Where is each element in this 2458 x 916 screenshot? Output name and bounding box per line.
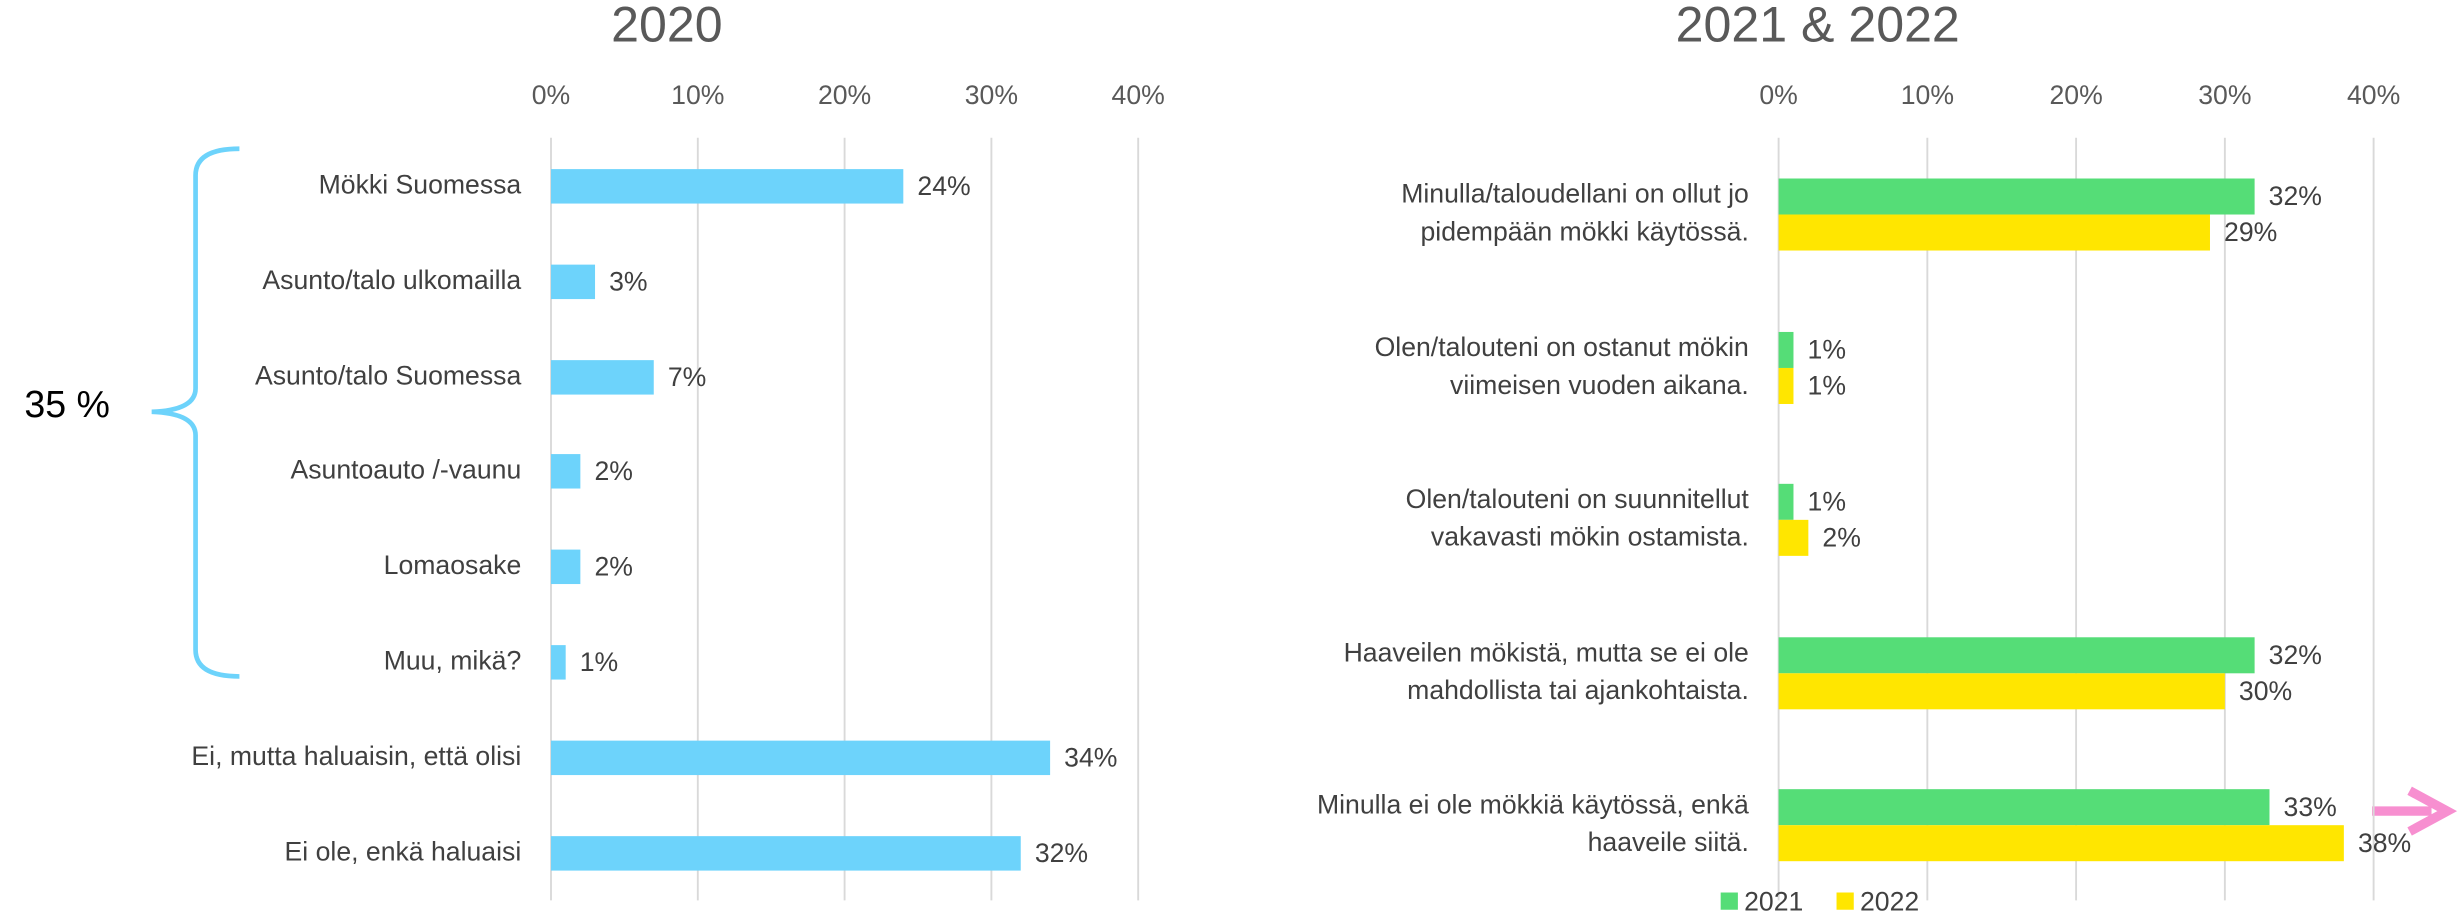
value-label: 2% [1822, 522, 1860, 552]
x-tick-label: 20% [818, 80, 871, 110]
x-tick-label: 0% [532, 80, 570, 110]
value-label: 2% [594, 551, 632, 581]
category-label: Olen/talouteni on suunnitellut vakavasti … [1406, 484, 1750, 552]
bar [551, 836, 1021, 871]
value-label: 2% [594, 456, 632, 486]
bar [551, 740, 1051, 776]
value-label: 32% [2269, 181, 2322, 211]
x-tick-label: 0% [1759, 80, 1797, 110]
legend-label: 2022 [1860, 887, 1919, 916]
value-label: 30% [2239, 676, 2292, 706]
x-tick-label: 30% [965, 80, 1018, 110]
bar [1778, 367, 1794, 404]
category-label: Minulla ei ole mökkiä käytössä, enkä haav… [1317, 789, 1749, 857]
bar [551, 169, 904, 204]
value-label: 1% [580, 647, 618, 677]
bar [1778, 214, 2210, 251]
bar [1778, 483, 1794, 520]
value-label: 29% [2224, 217, 2277, 247]
bar [551, 360, 654, 395]
category-label: Lomaosake [384, 550, 522, 580]
x-tick-label: 40% [2347, 80, 2400, 110]
bar [1778, 825, 2344, 862]
x-tick-label: 10% [671, 80, 724, 110]
category-label: Asunto/talo Suomessa [255, 360, 521, 390]
bracket [151, 146, 240, 679]
value-label: 38% [2358, 828, 2411, 858]
value-label: 7% [668, 362, 706, 392]
bar [551, 645, 566, 680]
bar [551, 549, 581, 585]
value-label: 33% [2284, 792, 2337, 822]
chart-title: 2021 & 2022 [1676, 0, 1960, 52]
category-label: Muu, mikä? [384, 645, 522, 675]
legend-swatch [1720, 892, 1738, 910]
category-label: Olen/talouteni on ostanut mökin viimeisen… [1375, 332, 1749, 400]
bar [551, 454, 581, 489]
bar [1778, 789, 2270, 826]
bar [1778, 178, 2255, 215]
value-label: 1% [1808, 486, 1846, 516]
chart-title: 2020 [611, 0, 722, 52]
category-label: Mökki Suomessa [319, 169, 522, 199]
annotation: 35 % [24, 383, 110, 425]
legend-swatch [1836, 892, 1854, 910]
value-label: 34% [1064, 742, 1117, 772]
value-label: 24% [917, 171, 970, 201]
bar [1778, 637, 2255, 674]
value-label: 1% [1808, 335, 1846, 365]
x-tick-label: 40% [1112, 80, 1165, 110]
category-label: Minulla/taloudellani on ollut jo pidempää… [1401, 179, 1749, 247]
bar [551, 264, 596, 300]
bar [1778, 519, 1809, 556]
value-label: 3% [609, 266, 647, 296]
x-tick-label: 10% [1901, 80, 1954, 110]
category-label: Ei, mutta haluaisin, että olisi [191, 741, 521, 771]
value-label: 32% [2269, 640, 2322, 670]
bar [1778, 331, 1794, 368]
legend-label: 2021 [1744, 887, 1803, 916]
value-label: 1% [1808, 371, 1846, 401]
x-tick-label: 30% [2198, 80, 2251, 110]
category-label: Haaveilen mökistä, mutta se ei ole mahdol… [1344, 638, 1749, 706]
category-label: Asunto/talo ulkomailla [262, 265, 521, 295]
x-tick-label: 20% [2049, 80, 2102, 110]
bar [1778, 673, 2225, 710]
category-label: Ei ole, enkä haluaisi [285, 836, 522, 866]
value-label: 32% [1035, 838, 1088, 868]
arrow [2372, 786, 2458, 836]
category-label: Asuntoauto /-vaunu [290, 454, 521, 484]
